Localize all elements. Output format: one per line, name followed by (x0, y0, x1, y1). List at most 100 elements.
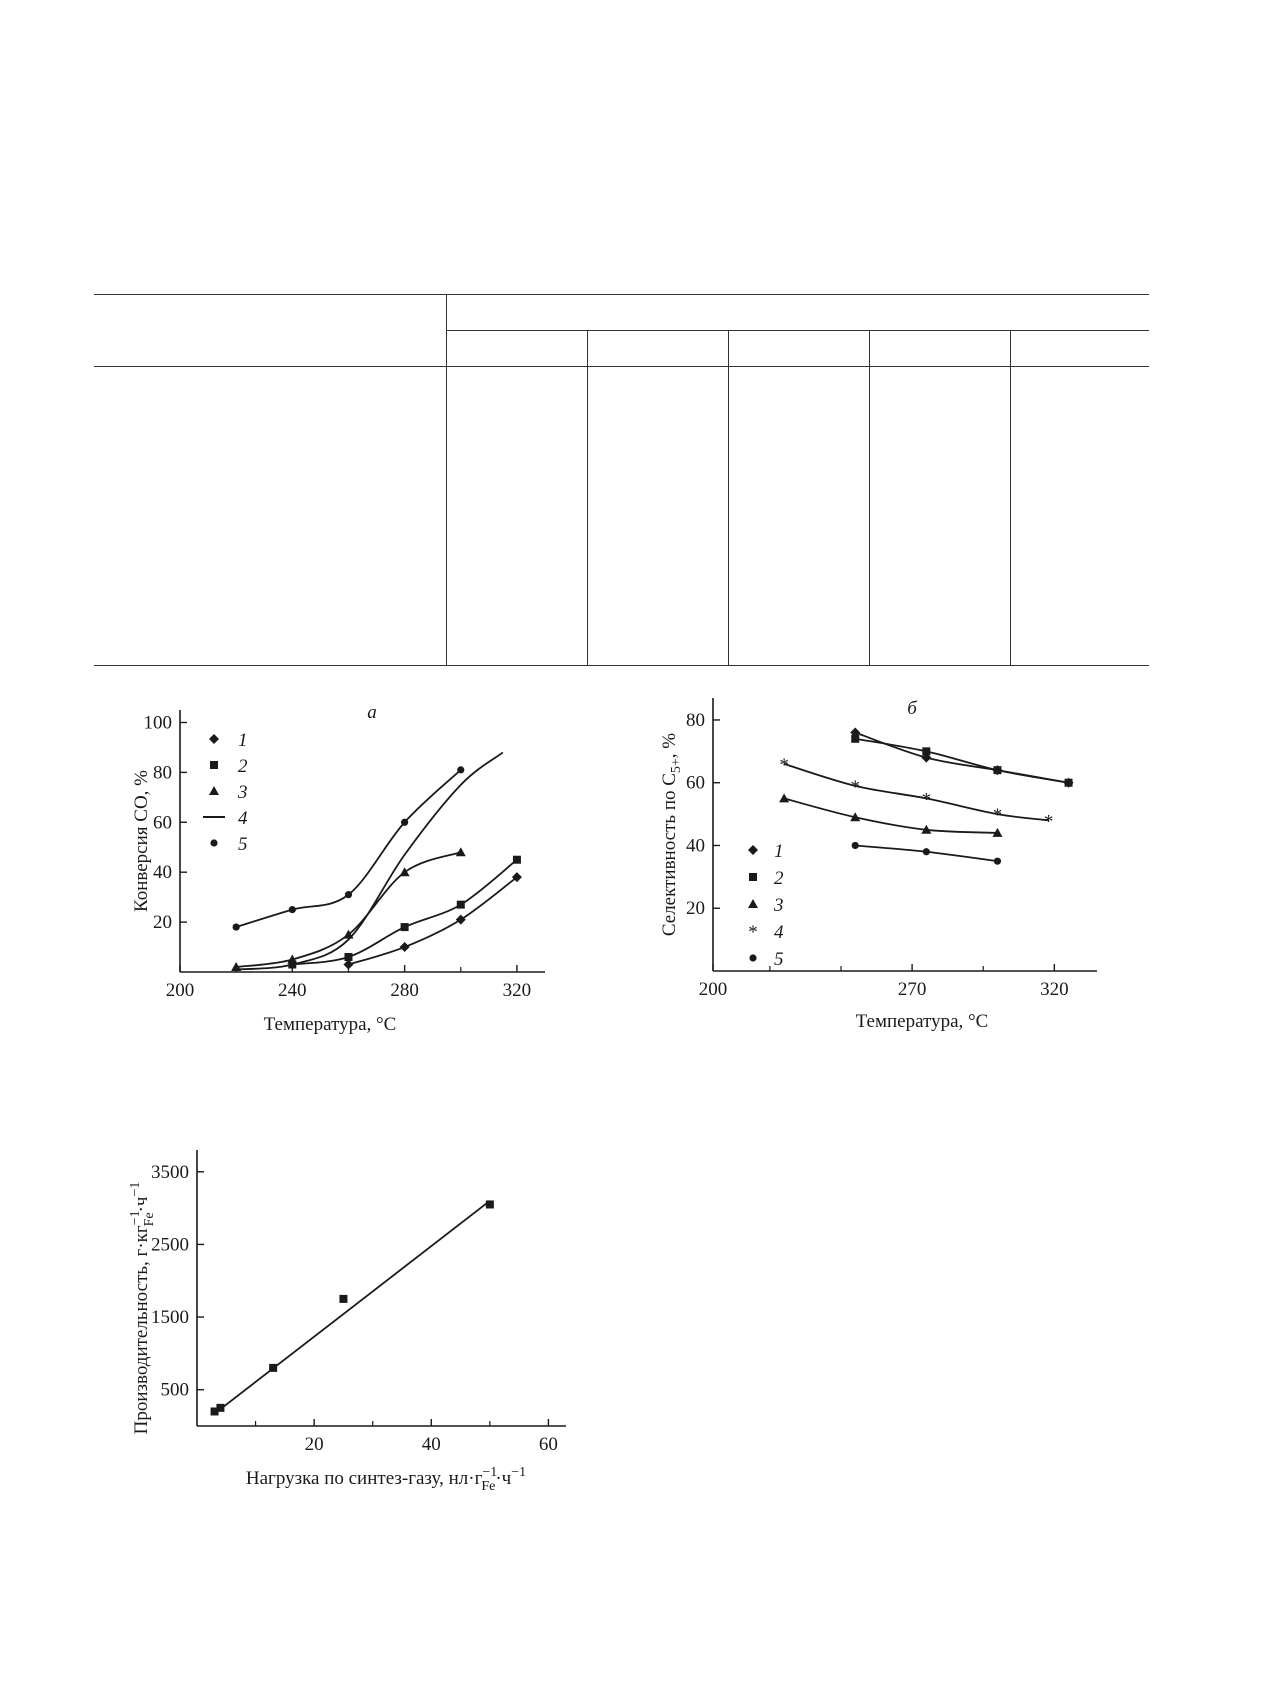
chart-b-selectivity: 200 270 320 20 40 60 80 Температура, °C Селектив… (659, 698, 1097, 1032)
data-point (339, 1294, 348, 1303)
data-point-5 (288, 906, 296, 914)
data-point-4: * (779, 755, 789, 776)
legend-marker-1 (209, 734, 219, 744)
chart-c-productivity: 20 40 60 500 1500 2500 3500 Нагрузка по синтез-… (128, 1150, 566, 1494)
data-point-1 (399, 942, 410, 953)
x-tick-label: 270 (898, 979, 927, 1000)
data-point (485, 1200, 494, 1209)
x-tick-label: 20 (305, 1434, 324, 1455)
table-column-divider (1010, 330, 1011, 666)
series-line-3 (783, 797, 998, 834)
data-point-4: * (922, 789, 932, 810)
data-point-3 (455, 847, 466, 857)
table-column-divider (869, 330, 870, 666)
data-point-2 (993, 766, 1002, 775)
x-axis-label: Температура, °C (856, 1011, 989, 1032)
data-point-4: * (1044, 811, 1054, 832)
legend-marker-2 (210, 761, 218, 769)
series-line-3 (236, 851, 462, 968)
legend-label-2: 2 (774, 868, 784, 889)
legend-label-3: 3 (773, 895, 784, 916)
data-point-2 (1064, 778, 1073, 787)
x-axis-label: Нагрузка по синтез-газу, нл·г−1 Fe·ч−1 (246, 1465, 526, 1494)
data-point-5 (922, 848, 930, 856)
data-point-5 (232, 923, 240, 931)
y-tick-label: 60 (153, 812, 172, 833)
data-point-1 (455, 914, 466, 925)
x-tick-label: 200 (166, 980, 195, 1001)
y-axis-label: Производительность, г·кг−1Fe·ч−1 (128, 1182, 157, 1435)
x-tick-label: 320 (503, 980, 532, 1001)
legend-label-1: 1 (774, 841, 784, 862)
data-point (269, 1363, 278, 1372)
series-line-5 (235, 769, 462, 928)
x-axis-label: Температура, °C (264, 1014, 397, 1035)
data-point-3 (850, 812, 861, 822)
data-point (216, 1403, 225, 1412)
legend-label-4: 4 (238, 808, 248, 829)
legend-marker-4: * (748, 922, 758, 943)
table-column-divider (728, 330, 729, 666)
legend-label-3: 3 (237, 782, 248, 803)
series-line-1 (348, 876, 518, 966)
x-tick-label: 40 (422, 1434, 441, 1455)
data-point-3 (921, 824, 932, 834)
legend-label-5: 5 (238, 834, 248, 855)
data-point-5 (401, 818, 409, 826)
data-point-3 (992, 827, 1003, 837)
series-line-4 (236, 751, 504, 971)
y-tick-label: 80 (153, 762, 172, 783)
y-tick-label: 2500 (151, 1234, 189, 1255)
x-tick-label: 60 (539, 1434, 558, 1455)
table-column-divider (587, 330, 588, 666)
legend-marker-5 (749, 954, 757, 962)
table (94, 294, 1149, 666)
table-top-rule (94, 294, 1149, 295)
legend-label-4: 4 (774, 922, 784, 943)
series-line-4 (783, 763, 1049, 822)
data-point-2 (456, 900, 465, 909)
legend-marker-3 (209, 786, 219, 795)
data-point-1 (511, 872, 522, 883)
y-tick-label: 80 (686, 710, 705, 731)
data-point-2 (851, 734, 860, 743)
data-point-5 (993, 857, 1002, 865)
y-tick-label: 3500 (151, 1162, 189, 1183)
data-point-3 (287, 954, 298, 964)
y-tick-label: 40 (153, 862, 172, 883)
y-axis-label: Конверсия CO, % (131, 770, 152, 912)
table-header-rule (94, 366, 1149, 367)
legend-marker-2 (749, 873, 757, 881)
legend-marker-1 (748, 845, 758, 855)
y-tick-label: 20 (686, 898, 705, 919)
table-column-divider (446, 294, 447, 666)
data-point (210, 1407, 219, 1416)
legend-marker-5 (210, 839, 218, 847)
panel-label: б (907, 698, 918, 719)
data-point-2 (512, 855, 521, 864)
y-tick-label: 40 (686, 835, 705, 856)
data-point-5 (457, 766, 465, 774)
y-tick-label: 500 (161, 1380, 190, 1401)
table-bottom-rule (94, 665, 1149, 666)
legend-label-1: 1 (238, 730, 248, 751)
x-tick-label: 320 (1040, 979, 1069, 1000)
chart-a-co-conversion: 200 240 280 320 20 40 60 80 100 Температура, °C Ко… (131, 702, 545, 1035)
y-tick-label: 20 (153, 912, 172, 933)
data-point-4: * (850, 777, 860, 798)
data-point-2 (922, 747, 931, 756)
series-line-2 (855, 737, 1069, 784)
data-point-5 (851, 841, 859, 850)
data-point-2 (400, 923, 409, 932)
y-axis-label: Селективность по C5+, % (659, 733, 684, 936)
fit-line (214, 1200, 491, 1415)
y-tick-label: 100 (144, 712, 173, 733)
x-tick-label: 240 (278, 980, 307, 1001)
data-point-1 (343, 959, 354, 970)
panel-label: а (367, 702, 377, 723)
y-tick-label: 1500 (151, 1307, 189, 1328)
series-line-1 (854, 731, 1069, 784)
legend-label-5: 5 (774, 949, 784, 970)
data-point-2 (344, 953, 353, 962)
data-point-5 (344, 891, 353, 899)
